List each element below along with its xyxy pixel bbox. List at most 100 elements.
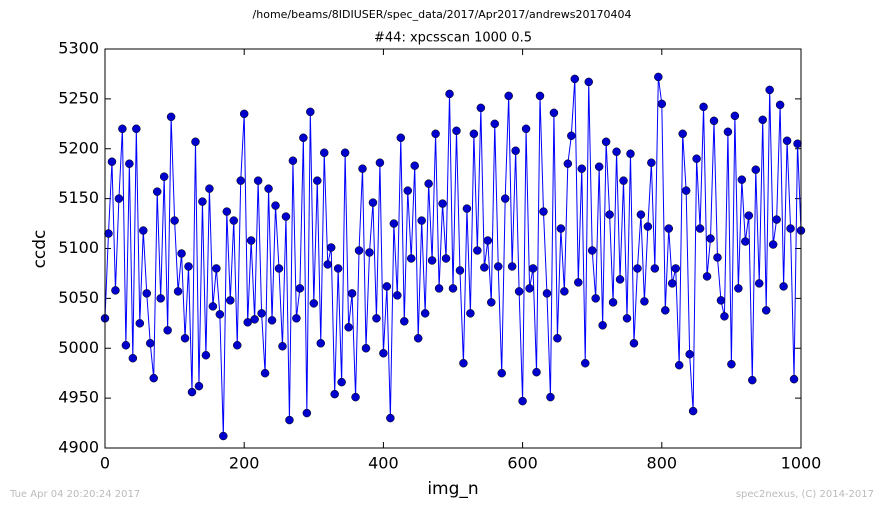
data-point bbox=[393, 291, 402, 300]
data-point bbox=[671, 264, 680, 273]
data-point bbox=[695, 224, 705, 233]
data-point bbox=[563, 159, 573, 168]
data-point bbox=[340, 148, 350, 157]
data-point bbox=[285, 415, 294, 425]
data-point bbox=[633, 264, 642, 273]
chart-subtitle: #44: xpcsscan 1000 0.5 bbox=[374, 31, 532, 46]
data-point bbox=[681, 186, 691, 195]
data-point bbox=[751, 165, 761, 174]
data-point bbox=[455, 266, 465, 275]
data-point bbox=[386, 413, 395, 423]
data-point bbox=[720, 312, 729, 321]
data-point bbox=[688, 406, 698, 416]
data-point bbox=[528, 264, 538, 273]
plot-area: 4900 4950 5000 5050 5100 5150 5200 5250 5300 0 200… bbox=[58, 39, 821, 473]
data-point bbox=[469, 129, 479, 139]
data-point bbox=[187, 387, 197, 397]
data-point bbox=[431, 129, 440, 139]
timestamp: Tue Apr 04 20:20:24 2017 bbox=[9, 489, 140, 500]
data-point bbox=[347, 289, 357, 298]
data-point bbox=[744, 211, 754, 220]
data-point bbox=[302, 408, 312, 418]
data-point bbox=[654, 72, 663, 82]
data-point bbox=[487, 298, 496, 307]
data-point bbox=[163, 326, 172, 335]
x-tick-label: 400 bbox=[368, 454, 399, 473]
data-point bbox=[403, 186, 413, 195]
data-point bbox=[205, 184, 214, 193]
data-point bbox=[542, 289, 552, 298]
data-point bbox=[152, 187, 162, 196]
data-point bbox=[323, 260, 332, 269]
data-point bbox=[448, 284, 458, 293]
data-point bbox=[525, 284, 534, 293]
data-point bbox=[389, 219, 399, 228]
data-point bbox=[605, 210, 614, 219]
data-point bbox=[281, 212, 291, 221]
data-point bbox=[560, 287, 569, 296]
data-point bbox=[295, 284, 305, 293]
data-point bbox=[737, 175, 747, 184]
data-point bbox=[333, 264, 343, 273]
data-point bbox=[553, 334, 562, 343]
data-point bbox=[410, 161, 419, 170]
data-point bbox=[678, 129, 687, 139]
y-tick-label: 5300 bbox=[58, 39, 99, 58]
chart-title: /home/beams/8IDIUSER/spec_data/2017/Apr2… bbox=[253, 8, 632, 21]
data-point bbox=[793, 139, 802, 149]
plot-frame bbox=[104, 48, 802, 449]
data-point bbox=[709, 116, 719, 126]
data-point bbox=[741, 237, 750, 246]
data-point bbox=[420, 309, 430, 318]
data-point bbox=[667, 279, 677, 288]
data-point bbox=[111, 286, 120, 295]
data-point bbox=[567, 131, 576, 141]
data-point bbox=[114, 194, 124, 203]
data-point bbox=[782, 136, 792, 146]
data-point bbox=[640, 297, 649, 306]
data-point bbox=[313, 176, 322, 185]
data-point bbox=[135, 319, 145, 328]
data-point bbox=[361, 344, 371, 353]
data-point bbox=[768, 240, 778, 249]
data-point bbox=[264, 184, 273, 193]
data-point bbox=[452, 126, 461, 136]
data-point bbox=[647, 158, 656, 167]
data-point bbox=[319, 148, 329, 157]
data-point bbox=[379, 348, 388, 358]
data-point bbox=[292, 314, 301, 323]
data-point bbox=[699, 102, 708, 112]
x-tick-label: 200 bbox=[229, 454, 260, 473]
data-point bbox=[497, 368, 506, 378]
data-point bbox=[500, 194, 510, 203]
data-point bbox=[619, 176, 628, 185]
data-point bbox=[473, 246, 482, 255]
y-tick-label: 5000 bbox=[58, 338, 99, 357]
data-point bbox=[459, 358, 468, 368]
data-point bbox=[365, 248, 374, 257]
data-point bbox=[786, 224, 795, 233]
data-point bbox=[438, 199, 447, 208]
data-point bbox=[139, 226, 148, 235]
data-point bbox=[493, 262, 503, 271]
data-point bbox=[215, 310, 225, 319]
data-point bbox=[222, 207, 232, 216]
data-point bbox=[208, 302, 218, 311]
data-point bbox=[417, 216, 426, 225]
x-tick-label: 800 bbox=[647, 454, 678, 473]
data-point bbox=[246, 236, 256, 245]
data-point bbox=[278, 342, 287, 351]
data-point bbox=[142, 289, 152, 298]
data-point bbox=[441, 254, 451, 263]
data-point bbox=[556, 224, 566, 233]
data-point bbox=[570, 74, 580, 84]
data-point bbox=[309, 299, 319, 308]
data-point bbox=[765, 85, 774, 95]
data-point bbox=[132, 124, 141, 134]
data-point bbox=[612, 147, 621, 156]
data-point bbox=[775, 100, 785, 110]
data-point bbox=[149, 373, 158, 383]
data-point bbox=[789, 374, 799, 384]
data-point bbox=[156, 294, 165, 303]
